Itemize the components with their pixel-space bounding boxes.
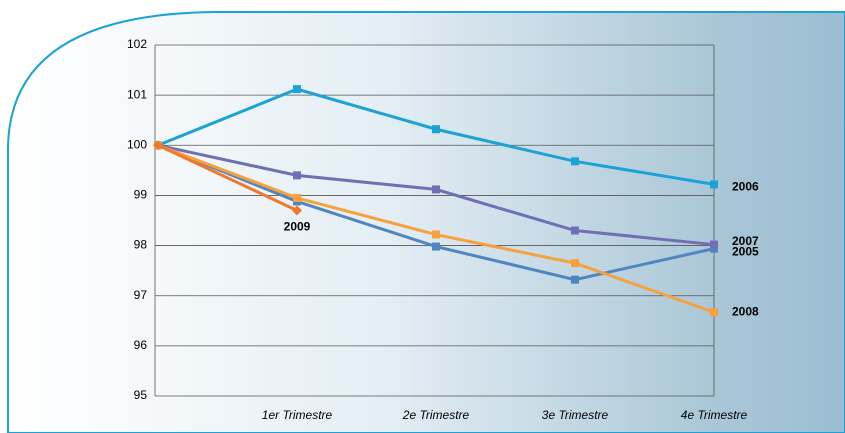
point-marker xyxy=(710,180,718,189)
point-marker xyxy=(292,205,302,216)
x-tick-label: 4e Trimestre xyxy=(681,408,748,422)
point-marker xyxy=(571,157,579,166)
x-tick-label: 3e Trimestre xyxy=(542,408,609,422)
series-label: 2007 xyxy=(732,234,759,248)
series-label: 2006 xyxy=(732,180,759,194)
y-tick-label: 101 xyxy=(127,87,147,101)
point-marker xyxy=(432,230,440,239)
series-label: 2008 xyxy=(732,304,759,318)
y-tick-label: 100 xyxy=(127,137,147,151)
point-marker xyxy=(710,240,718,249)
point-marker xyxy=(432,185,440,194)
panel xyxy=(7,11,845,433)
x-tick-label: 1er Trimestre xyxy=(262,408,333,422)
point-marker xyxy=(710,244,718,253)
point-marker xyxy=(710,308,718,317)
series-label: 2009 xyxy=(284,220,311,234)
point-marker xyxy=(571,226,579,235)
y-tick-label: 96 xyxy=(134,338,148,352)
point-marker xyxy=(293,171,301,180)
y-tick-label: 98 xyxy=(134,238,148,252)
point-marker xyxy=(153,140,163,151)
series-line xyxy=(157,143,298,212)
point-marker xyxy=(571,275,579,284)
point-marker xyxy=(571,259,579,268)
y-tick-label: 102 xyxy=(127,37,147,51)
point-marker xyxy=(432,242,440,251)
plot-area: 95 96 97 98 99 100 101 102 1er Trimestre 2e Trime… xyxy=(127,37,759,422)
y-tick-label: 99 xyxy=(134,188,148,202)
y-tick-label: 97 xyxy=(134,288,148,302)
y-tick-label: 95 xyxy=(134,388,148,402)
x-tick-label: 2e Trimestre xyxy=(402,408,470,422)
point-marker xyxy=(432,125,440,134)
point-marker xyxy=(293,193,301,202)
point-marker xyxy=(293,85,301,94)
series-label: 2005 xyxy=(732,245,759,259)
